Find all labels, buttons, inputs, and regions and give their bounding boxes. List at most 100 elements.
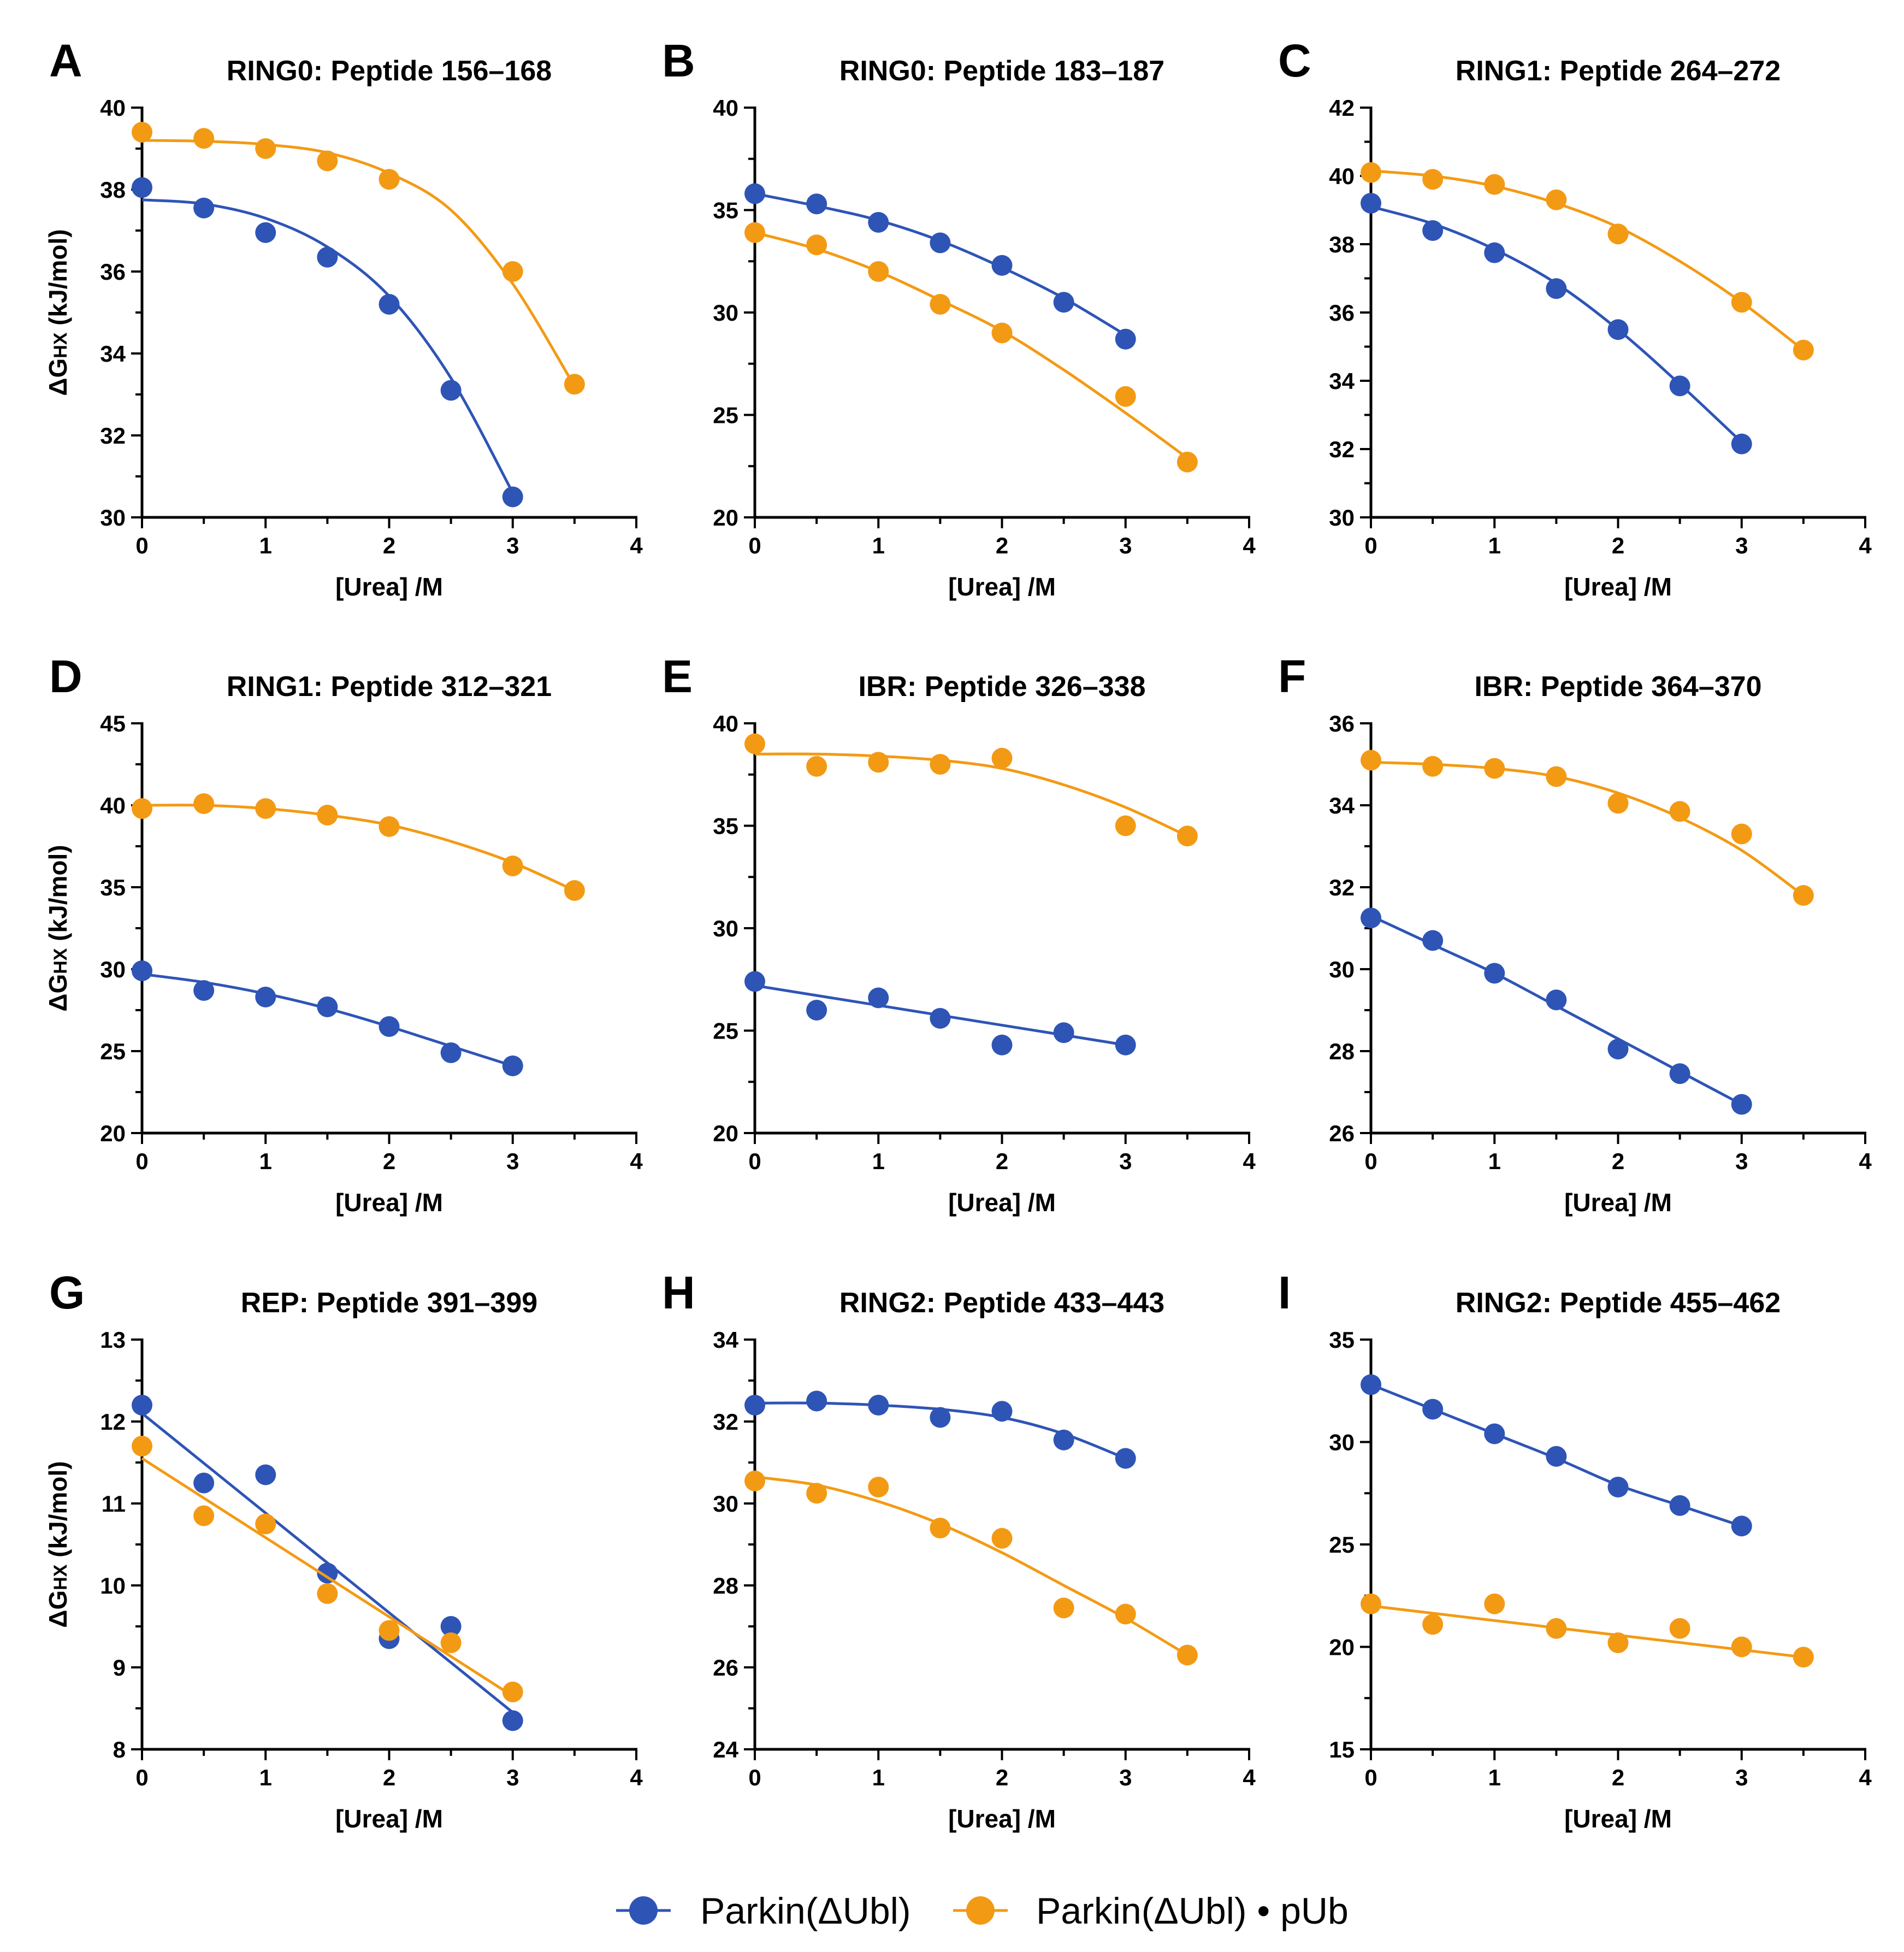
x-tick-label-d: 0 [135, 1148, 148, 1174]
y-tick-label-f: 30 [1329, 957, 1355, 982]
data-point-parkin-d [379, 1016, 400, 1037]
data-point-parkin-d [132, 960, 152, 981]
legend-marker-parkin-pub [966, 1896, 995, 1925]
x-tick-label-i: 2 [1612, 1765, 1624, 1790]
x-tick-label-g: 2 [383, 1765, 395, 1790]
data-point-parkin-pub-c [1793, 339, 1814, 361]
data-point-parkin-d [502, 1055, 523, 1076]
y-tick-label-e: 25 [713, 1018, 738, 1044]
fit-curve-parkin-a [141, 198, 514, 494]
data-point-parkin-pub-b [806, 234, 827, 256]
panel-title-f: IBR: Peptide 364–370 [1474, 671, 1761, 703]
x-axis-label-d: [Urea] /M [335, 1188, 443, 1217]
y-tick-label-f: 26 [1329, 1121, 1355, 1146]
y-tick-label-a: 32 [100, 423, 126, 449]
data-point-parkin-pub-c [1546, 189, 1567, 210]
x-tick-label-e: 0 [748, 1148, 761, 1174]
panel-title-h: RING2: Peptide 433–443 [839, 1287, 1164, 1319]
panel-letter-b: B [662, 35, 695, 86]
x-tick-label-i: 1 [1488, 1765, 1501, 1790]
data-point-parkin-g [440, 1616, 462, 1637]
data-point-parkin-pub-g [193, 1505, 215, 1526]
x-tick-label-e: 4 [1243, 1148, 1256, 1174]
data-point-parkin-a [317, 246, 338, 268]
data-point-parkin-pub-b [1176, 451, 1198, 473]
x-tick-label-b: 2 [996, 533, 1008, 558]
data-point-parkin-pub-c [1361, 162, 1381, 183]
data-point-parkin-pub-e [806, 756, 827, 777]
data-point-parkin-pub-a [564, 374, 585, 395]
y-tick-label-f: 34 [1329, 793, 1355, 818]
data-point-parkin-pub-d [317, 805, 338, 825]
x-tick-label-h: 0 [748, 1765, 761, 1790]
panel-letter-g: G [49, 1267, 85, 1318]
x-tick-label-d: 3 [506, 1148, 519, 1174]
x-axis-label-g: [Urea] /M [335, 1804, 443, 1833]
panel-title-i: RING2: Peptide 455–462 [1456, 1287, 1781, 1319]
data-point-parkin-pub-d [379, 816, 400, 837]
y-tick-label-c: 34 [1329, 368, 1355, 394]
y-tick-label-c: 32 [1329, 437, 1355, 462]
data-point-parkin-g [255, 1464, 276, 1485]
data-point-parkin-h [1053, 1429, 1074, 1450]
fit-curve-parkin-pub-a [141, 139, 576, 387]
panel-title-e: IBR: Peptide 326–338 [858, 671, 1145, 703]
y-tick-label-b: 40 [713, 95, 738, 121]
data-point-parkin-f [1607, 1039, 1629, 1060]
data-point-parkin-d [440, 1042, 462, 1063]
x-axis-label-i: [Urea] /M [1564, 1804, 1672, 1833]
y-axis-label-subscript: HX [50, 332, 71, 358]
data-point-parkin-pub-a [379, 169, 400, 190]
data-point-parkin-pub-h [868, 1477, 889, 1497]
data-point-parkin-f [1484, 963, 1505, 984]
data-point-parkin-pub-e [1115, 815, 1136, 836]
data-point-parkin-pub-g [379, 1620, 400, 1641]
data-point-parkin-pub-h [930, 1518, 951, 1538]
data-point-parkin-pub-b [930, 294, 951, 315]
y-axis-label-subscript: HX [50, 1564, 71, 1590]
fit-curve-parkin-pub-i [1370, 1605, 1804, 1659]
y-tick-label-i: 20 [1329, 1635, 1355, 1660]
data-point-parkin-pub-i [1546, 1618, 1567, 1639]
data-point-parkin-a [255, 222, 276, 243]
y-tick-label-a: 30 [100, 505, 126, 530]
y-tick-label-d: 30 [100, 957, 126, 982]
data-point-parkin-pub-e [868, 752, 889, 773]
y-axis-label-symbol: ΔG [44, 358, 72, 396]
data-point-parkin-pub-a [317, 150, 338, 172]
panel-letter-f: F [1278, 651, 1306, 702]
y-tick-label-e: 35 [713, 813, 738, 839]
data-point-parkin-i [1669, 1495, 1690, 1516]
x-tick-label-h: 4 [1243, 1765, 1256, 1790]
data-point-parkin-pub-c [1422, 169, 1444, 190]
x-tick-label-i: 4 [1859, 1765, 1872, 1790]
data-point-parkin-pub-i [1361, 1593, 1381, 1614]
data-point-parkin-pub-h [1176, 1644, 1198, 1666]
x-axis-label-c: [Urea] /M [1564, 573, 1672, 601]
x-tick-label-a: 0 [135, 533, 148, 558]
y-tick-label-a: 36 [100, 259, 126, 285]
x-tick-label-c: 1 [1488, 533, 1501, 558]
data-point-parkin-b [806, 193, 827, 215]
data-point-parkin-pub-g [317, 1583, 338, 1604]
x-tick-label-g: 1 [259, 1765, 272, 1790]
legend: Parkin(ΔUbl) Parkin(ΔUbl) • pUb [616, 1890, 1349, 1932]
y-axis-label-subscript: HX [50, 948, 71, 974]
data-point-parkin-e [991, 1034, 1013, 1055]
data-point-parkin-c [1669, 375, 1690, 397]
x-tick-label-i: 0 [1364, 1765, 1377, 1790]
y-axis-label-g: ΔGHX (kJ/mol) [44, 1461, 72, 1627]
y-tick-label-h: 30 [713, 1491, 738, 1517]
data-point-parkin-e [868, 987, 889, 1009]
legend-label-parkin: Parkin(ΔUbl) [700, 1890, 911, 1932]
y-tick-label-g: 13 [100, 1327, 126, 1353]
data-point-parkin-h [930, 1407, 951, 1428]
data-point-parkin-pub-b [1115, 386, 1136, 407]
data-point-parkin-pub-e [744, 733, 765, 754]
y-axis-label-symbol: ΔG [44, 974, 72, 1012]
data-point-parkin-pub-a [132, 122, 152, 143]
data-point-parkin-b [1115, 328, 1136, 350]
y-tick-label-a: 34 [100, 341, 126, 367]
data-point-parkin-g [502, 1710, 523, 1731]
data-point-parkin-pub-f [1422, 756, 1444, 777]
